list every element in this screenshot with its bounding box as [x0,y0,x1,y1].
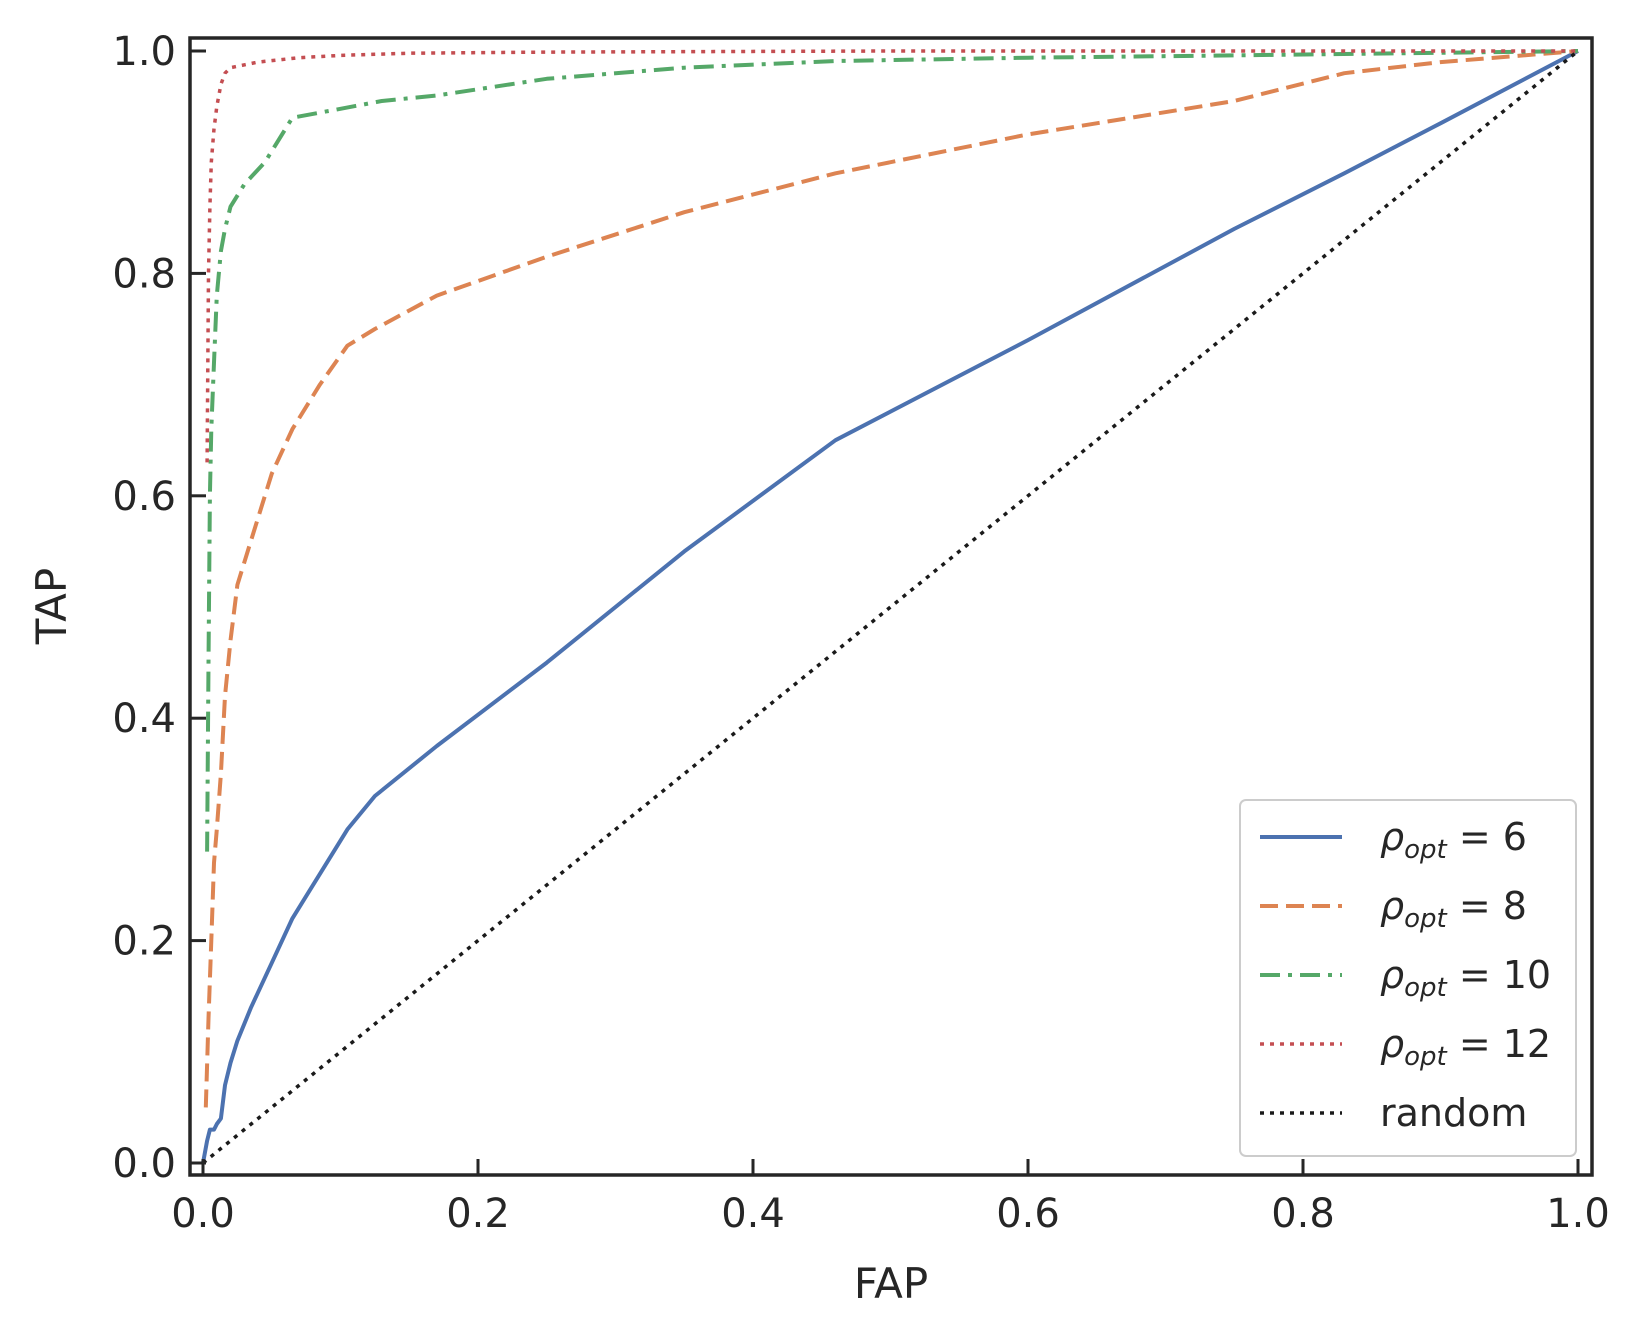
series-line-3 [205,49,1579,852]
x-tick-label-3: 0.6 [996,1191,1060,1237]
x-axis-label: FAP [854,1259,928,1308]
x-tick-label-0: 0.0 [171,1191,235,1237]
series-line-1 [201,49,1579,1164]
y-tick-label-2: 0.4 [112,696,176,742]
y-tick-label-1: 0.2 [112,919,176,965]
plot-frame [188,36,1594,1177]
series-line-2 [203,49,1579,1108]
tick-layer: 0.0 0.2 0.4 0.6 0.8 1.0 0.0 0.2 0.4 0.6 0.8 1.0 [112,29,1609,1237]
legend-label-5: random [1380,1091,1527,1135]
series-layer [201,49,1580,1165]
x-tick-label-4: 0.8 [1271,1191,1335,1237]
x-tick-label-1: 0.2 [446,1191,510,1237]
legend: ρopt = 6 ρopt = 8 ρopt = 10 ρopt = 12 random [1239,799,1577,1157]
y-tick-label-0: 0.0 [112,1141,176,1187]
legend-label-3: ρopt = 10 [1380,953,1551,1003]
legend-label-1: ρopt = 6 [1380,815,1527,865]
y-tick-label-4: 0.8 [112,251,176,297]
series-line-5 [201,49,1580,1165]
x-tick-label-5: 1.0 [1546,1191,1610,1237]
legend-label-4: ρopt = 12 [1380,1022,1551,1072]
legend-label-2: ρopt = 8 [1380,884,1527,934]
y-axis-label: TAP [27,568,76,645]
y-tick-label-3: 0.6 [112,474,176,520]
y-tick-label-5: 1.0 [112,29,176,75]
x-tick-label-2: 0.4 [721,1191,785,1237]
legend-box [1239,799,1577,1157]
